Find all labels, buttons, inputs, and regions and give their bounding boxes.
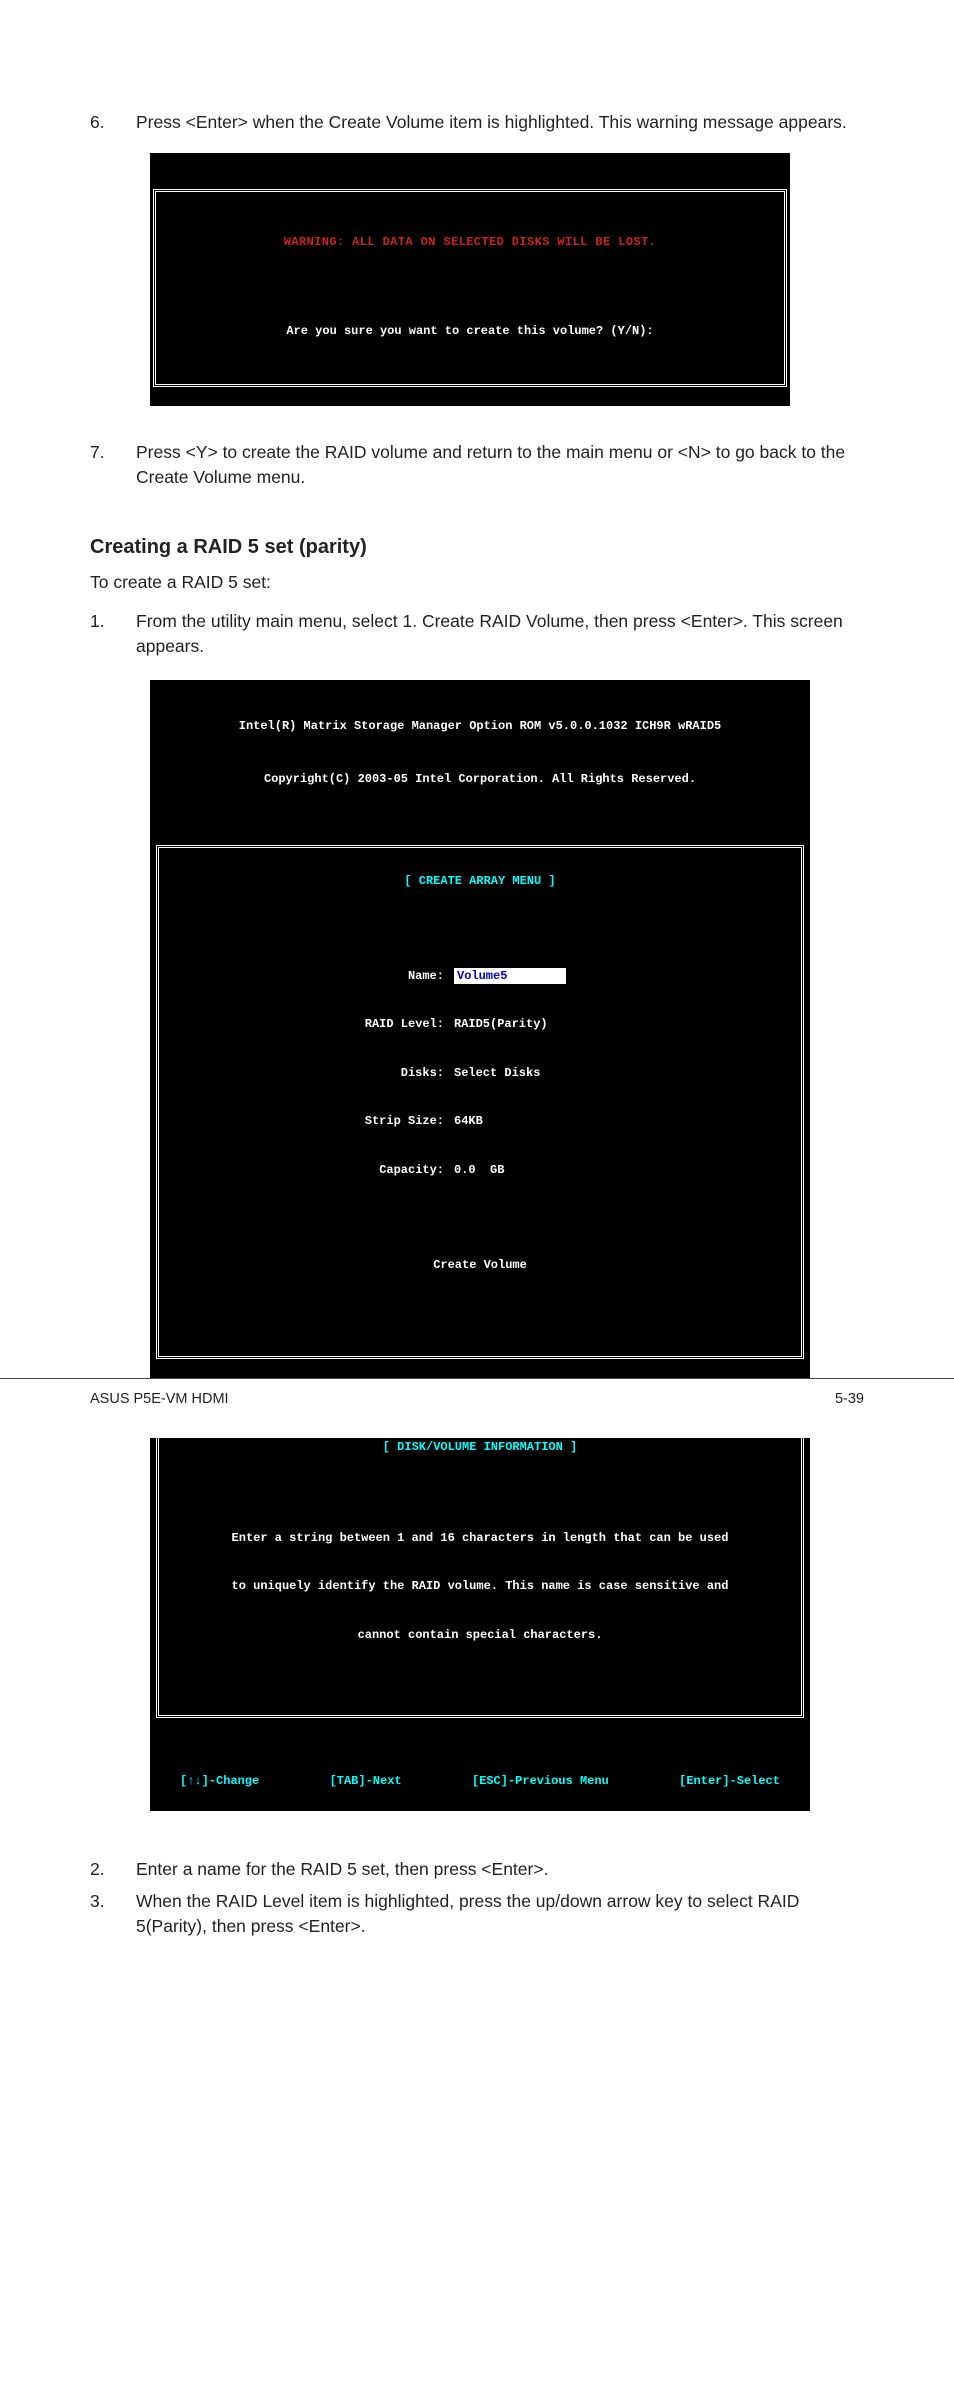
info-line-2: to uniquely identify the RAID volume. Th… [187, 1578, 773, 1594]
dialog-frame: WARNING: ALL DATA ON SELECTED DISKS WILL… [153, 189, 787, 387]
step-text: When the RAID Level item is highlighted,… [136, 1889, 864, 1940]
step-number: 7. [90, 440, 136, 491]
warning-line: WARNING: ALL DATA ON SELECTED DISKS WILL… [162, 234, 778, 250]
step-text: From the utility main menu, select 1. Cr… [136, 609, 864, 660]
frame-title: [ CREATE ARRAY MENU ] [159, 873, 801, 889]
disk-info-frame: [ DISK/VOLUME INFORMATION ] Enter a stri… [156, 1411, 804, 1718]
info-line-1: Enter a string between 1 and 16 characte… [187, 1530, 773, 1546]
bios-header-1: Intel(R) Matrix Storage Manager Option R… [150, 718, 810, 738]
disks-value[interactable]: Select Disks [454, 1065, 540, 1081]
disks-label: Disks: [159, 1065, 454, 1081]
capacity-label: Capacity: [159, 1162, 454, 1178]
hint-next: [TAB]-Next [330, 1773, 402, 1789]
section-intro: To create a RAID 5 set: [90, 570, 864, 595]
step-number: 6. [90, 110, 136, 135]
name-value[interactable]: Volume5 [454, 968, 566, 984]
step-text: Press <Enter> when the Create Volume ite… [136, 110, 864, 135]
step-6: 6. Press <Enter> when the Create Volume … [90, 110, 864, 135]
footer-left: ASUS P5E-VM HDMI [90, 1389, 229, 1410]
capacity-value[interactable]: 0.0 GB [454, 1162, 504, 1178]
hint-change: [↑↓]-Change [180, 1773, 259, 1789]
step-2: 2. Enter a name for the RAID 5 set, then… [90, 1857, 864, 1882]
name-label: Name: [159, 968, 454, 984]
strip-size-label: Strip Size: [159, 1113, 454, 1129]
create-array-frame: [ CREATE ARRAY MENU ] Name: Volume5 RAID… [156, 845, 804, 1358]
hint-previous: [ESC]-Previous Menu [472, 1773, 609, 1789]
footer-right: 5-39 [835, 1389, 864, 1410]
create-volume-action[interactable]: Create Volume [159, 1257, 801, 1273]
info-line-3: cannot contain special characters. [187, 1627, 773, 1643]
bios-screen: Intel(R) Matrix Storage Manager Option R… [150, 680, 810, 1812]
page-footer: ASUS P5E-VM HDMI 5-39 [0, 1378, 954, 1438]
disk-frame-title: [ DISK/VOLUME INFORMATION ] [187, 1439, 773, 1455]
bios-header-2: Copyright(C) 2003-05 Intel Corporation. … [150, 771, 810, 791]
warning-dialog: WARNING: ALL DATA ON SELECTED DISKS WILL… [150, 153, 790, 405]
step-3: 3. When the RAID Level item is highlight… [90, 1889, 864, 1940]
step-1: 1. From the utility main menu, select 1.… [90, 609, 864, 660]
raid-level-value[interactable]: RAID5(Parity) [454, 1016, 548, 1032]
step-text: Enter a name for the RAID 5 set, then pr… [136, 1857, 864, 1882]
bios-footer: [↑↓]-Change [TAB]-Next [ESC]-Previous Me… [150, 1773, 810, 1791]
step-text: Press <Y> to create the RAID volume and … [136, 440, 864, 491]
step-number: 2. [90, 1857, 136, 1882]
step-number: 1. [90, 609, 136, 660]
section-heading: Creating a RAID 5 set (parity) [90, 533, 864, 562]
raid-level-label: RAID Level: [159, 1016, 454, 1032]
prompt-line: Are you sure you want to create this vol… [162, 323, 778, 339]
strip-size-value[interactable]: 64KB [454, 1113, 483, 1129]
step-7: 7. Press <Y> to create the RAID volume a… [90, 440, 864, 491]
step-number: 3. [90, 1889, 136, 1940]
hint-select: [Enter]-Select [679, 1773, 780, 1789]
